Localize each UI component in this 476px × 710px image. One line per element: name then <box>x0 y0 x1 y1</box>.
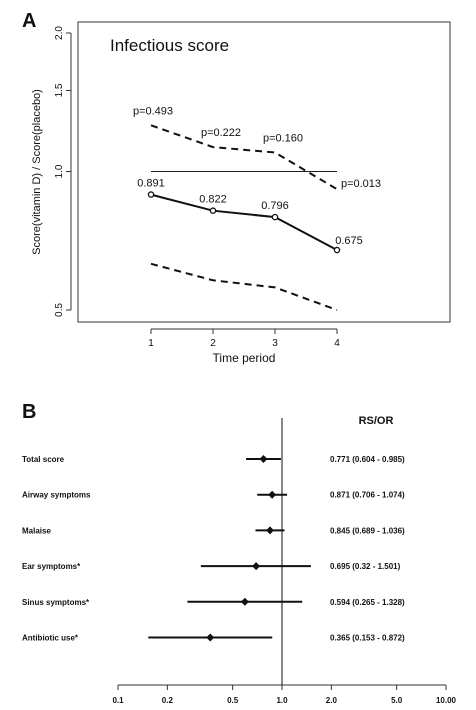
panel-a-estimate-point <box>209 207 217 214</box>
panel-b-row-label: Malaise <box>22 526 51 535</box>
panel-b-x-tick-label: 1.0 <box>276 696 288 705</box>
panel-b-estimate-text: 0.594 (0.265 - 1.328) <box>330 598 405 607</box>
panel-b-estimate-marker <box>259 455 268 463</box>
panel-b-estimate-marker <box>252 562 261 571</box>
panel-a-series-estimate-line <box>150 193 338 251</box>
panel-a-x-tick-label: 3 <box>272 338 278 349</box>
panel-a-p-value-label: p=0.493 <box>133 105 173 117</box>
panel-b-estimate-text: 0.695 (0.32 - 1.501) <box>330 562 401 571</box>
panel-a-label: A <box>22 10 36 32</box>
panel-a-y-tick-label: 1.5 <box>54 83 65 97</box>
panel-a-x-tick-label: 1 <box>148 338 154 349</box>
panel-a-estimate-label: 0.796 <box>261 200 289 212</box>
panel-b-estimate-text: 0.871 (0.706 - 1.074) <box>330 491 405 500</box>
panel-b-row-label: Ear symptoms* <box>22 562 81 571</box>
panel-b-x-tick-label: 0.5 <box>227 696 239 705</box>
panel-a-y-axis-label: Score(vitamin D) / Score(placebo) <box>31 89 43 255</box>
panel-b-estimate-text: 0.365 (0.153 - 0.872) <box>330 634 405 643</box>
panel-b-estimate-marker <box>268 490 277 499</box>
panel-a-y-tick-label: 1.0 <box>54 164 65 178</box>
panel-b-x-tick-label: 10.00 <box>436 696 457 705</box>
panel-a-estimate-label: 0.822 <box>199 194 227 206</box>
panel-b-row-label: Sinus symptoms* <box>22 598 90 607</box>
panel-b-estimate-text: 0.771 (0.604 - 0.985) <box>330 455 405 464</box>
panel-b-estimate-marker <box>240 597 249 606</box>
panel-b-row-label: Antibiotic use* <box>22 634 79 643</box>
panel-a-plot: 0.5 1.0 1.5 2.0 1 2 3 4 0.891 0.822 0.796 0.675 p=0.… <box>54 26 381 349</box>
panel-a-estimate-point <box>333 246 341 254</box>
panel-b-estimate-text: 0.845 (0.689 - 1.036) <box>330 526 405 535</box>
panel-b-estimate-marker <box>266 526 275 535</box>
panel-a-p-value-label: p=0.222 <box>201 127 241 139</box>
panel-b-row-label: Total score <box>22 455 65 464</box>
panel-a-series-lower-line <box>150 262 338 311</box>
panel-a-x-tick-label: 2 <box>210 338 216 349</box>
panel-a-p-value-label: p=0.160 <box>263 132 303 144</box>
panel-b-label: B <box>22 401 36 423</box>
panel-b-x-tick-label: 2.0 <box>326 696 338 705</box>
panel-a-estimate-point <box>271 213 279 221</box>
panel-b-plot: 0.1 0.2 0.5 1.0 2.0 5.0 10.00 Total score 0.771 … <box>22 418 457 705</box>
panel-a-estimate-label: 0.675 <box>335 235 363 247</box>
panel-a-x-axis-label: Time period <box>213 351 276 365</box>
panel-a-y-tick-label: 0.5 <box>54 303 65 317</box>
panel-b-x-tick-label: 5.0 <box>391 696 403 705</box>
panel-a-plot-frame <box>77 21 451 323</box>
panel-a-series-upper-line <box>150 124 338 191</box>
panel-a-p-value-label: p=0.013 <box>341 178 381 190</box>
panel-a-x-tick-label: 4 <box>334 338 340 349</box>
panel-b-x-tick-label: 0.1 <box>112 696 124 705</box>
panel-b-estimate-marker <box>206 633 215 642</box>
panel-a-title: Infectious score <box>110 36 229 55</box>
panel-a-estimate-label: 0.891 <box>137 178 165 190</box>
panel-b-x-tick-label: 0.2 <box>162 696 174 705</box>
panel-b-column-header: RS/OR <box>359 415 394 427</box>
panel-a-estimate-point <box>147 191 155 198</box>
panel-a-y-tick-label: 2.0 <box>54 26 65 40</box>
panel-b-row-label: Airway symptoms <box>22 491 91 500</box>
